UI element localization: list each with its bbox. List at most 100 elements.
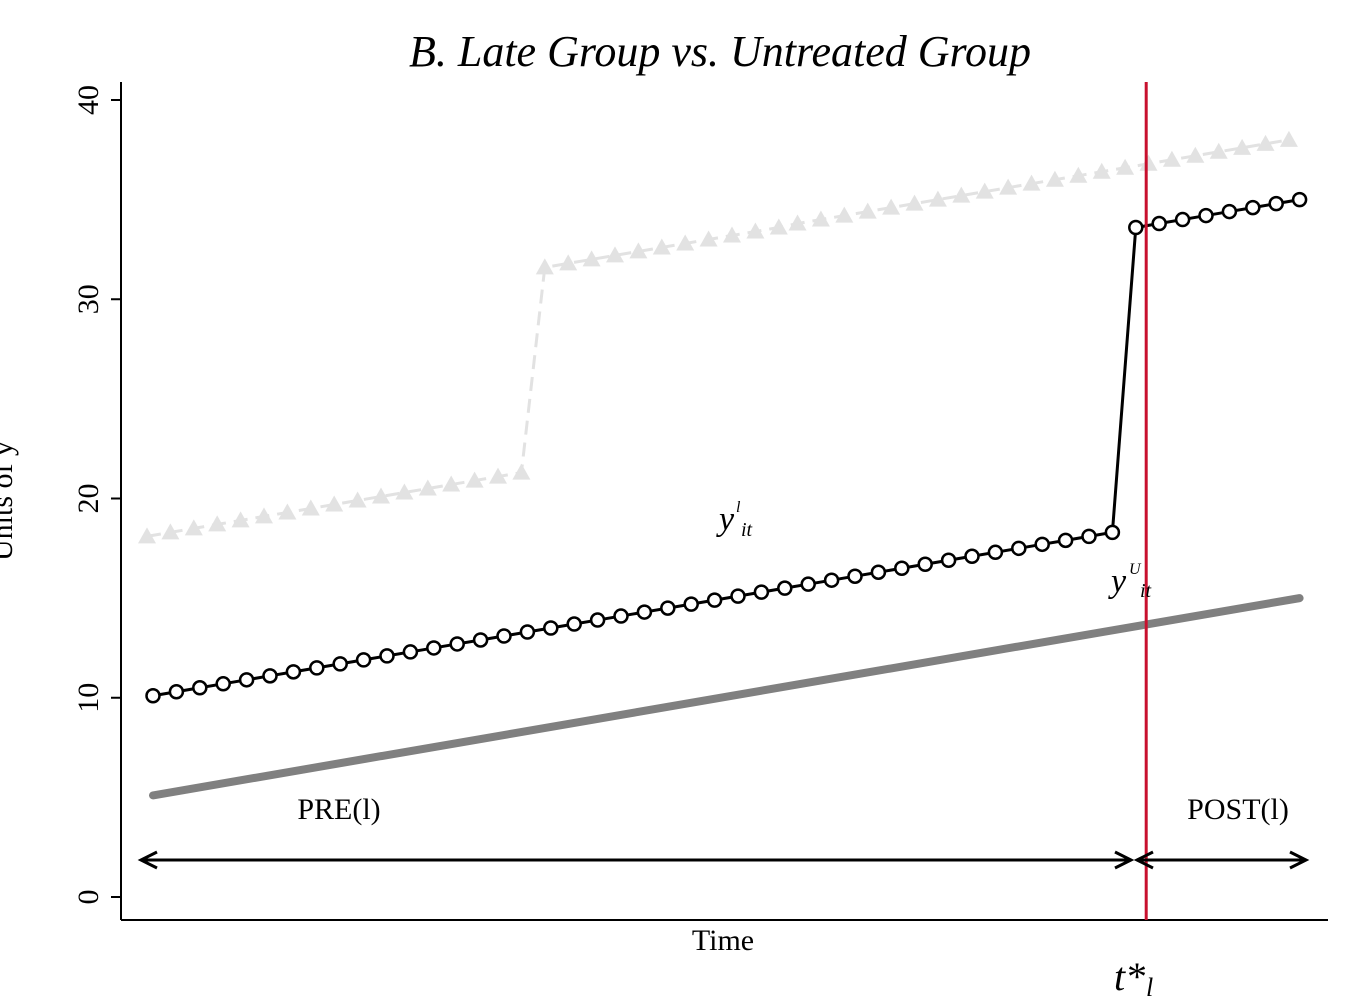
series-late-point [332,656,348,672]
series-early-point [489,467,507,484]
series-early-point [1045,170,1064,187]
series-early-point [975,182,994,199]
untreated-label-main: y [1108,563,1127,600]
series-early-point [952,186,971,203]
series-late-point [566,616,582,632]
series-early-point [1139,154,1158,171]
series-early-point [208,515,227,532]
treatment-time-label: t* l [1114,954,1153,1002]
series-early-point [231,511,250,528]
series-late-point [192,680,208,696]
series-late-point [472,632,489,648]
series-late-point [589,612,606,628]
series-late-point [730,588,746,604]
series-late-point [379,648,395,664]
series-late-point [168,684,185,700]
y-ticks: 0 10 20 30 40 [72,85,121,905]
series-late-point [777,580,793,596]
late-label-main: y [716,501,735,538]
pre-arrow-right-head [1114,850,1135,870]
series-late-point [309,660,325,676]
series-late-point [1291,191,1308,208]
series-early-group [138,130,1298,544]
series-late-point [1198,207,1214,224]
series-early-point [788,214,807,231]
series-late-point [753,584,770,600]
series-late-point [823,572,840,588]
series-early-point [928,190,947,207]
series-early-point [905,194,924,211]
series-early-point [746,222,765,239]
series-early-point [723,226,741,243]
series-late-point [964,548,980,565]
series-early-point [1116,158,1135,175]
series-early-point [442,475,461,492]
series-early-point [535,258,554,275]
series-late-point [496,628,512,644]
series-late-point [262,668,278,684]
series-late-point [402,644,419,660]
series-early-point [1279,130,1298,147]
series-early-point [559,254,578,271]
y-tick-label: 20 [72,484,105,514]
series-late-point [1081,528,1097,545]
series-late-point [1151,215,1167,232]
series-early-point [325,495,344,512]
post-arrow-right-head [1289,850,1310,870]
series-early-point [606,246,624,263]
series-late-point [1057,532,1074,549]
series-late-point [145,688,161,704]
series-late-point [870,564,887,580]
series-late-point [613,608,629,624]
y-tick-label: 0 [72,890,105,905]
series-late-point [847,568,863,584]
series-early-point [652,238,671,255]
y-axis-label: Units of y [0,441,19,561]
series-late-point [1011,540,1027,557]
series-early-point [769,218,788,235]
series-late-group [145,191,1308,704]
series-untreated-line [149,594,1304,800]
series-early-point [882,198,901,215]
series-early-point [161,523,180,540]
series-early-point [676,234,695,251]
series-early-point [811,210,830,227]
series-late-point [1245,199,1261,216]
series-early-point [372,487,390,504]
series-late-point [519,624,536,640]
treatment-time-sub: l [1146,973,1153,1002]
series-late-point [1221,203,1238,220]
series-late-point [987,544,1004,561]
series-early-point [1186,146,1205,163]
series-early-point [465,471,484,488]
series-early-point [301,499,320,516]
series-early-point [512,463,531,480]
series-late-point [636,604,653,620]
untreated-label-sub: it [1140,580,1152,602]
series-late-point [1128,219,1144,236]
series-early-point [255,507,273,524]
series-late-point [917,556,933,573]
series-early-point [418,479,437,496]
series-early-point [835,206,854,223]
series-late-point [238,672,255,688]
series-early-point [699,230,718,247]
series-late-point [1104,524,1121,541]
series-late-point [543,620,559,636]
series-late-point [940,552,957,569]
series-early-point [348,491,367,508]
post-arrow-left-head [1133,850,1154,870]
series-early-point [138,527,156,544]
series-late-point [426,640,442,656]
post-period-label: POST(l) [1187,793,1289,826]
series-early-point [1022,174,1041,191]
series-late-point [800,576,816,592]
series-late-point [706,592,723,608]
series-late-point [1034,536,1050,553]
series-late-line [152,198,1300,698]
untreated-series-label: y U it [1108,561,1152,602]
series-late-point [285,664,302,680]
late-label-sup: l [736,499,741,516]
series-early-point [858,202,877,219]
